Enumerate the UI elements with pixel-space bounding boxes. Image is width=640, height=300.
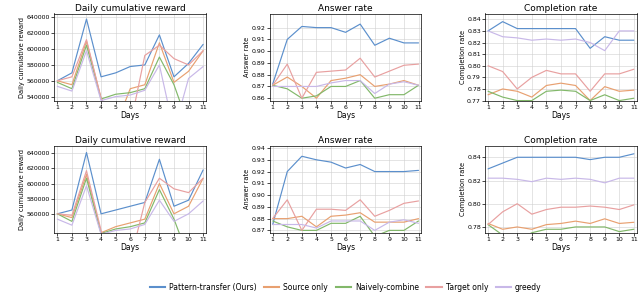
Y-axis label: Answer rate: Answer rate [244,37,250,77]
X-axis label: Days: Days [336,111,355,120]
Title: Completion rate: Completion rate [524,136,598,145]
Title: Answer rate: Answer rate [318,136,373,145]
Y-axis label: Completion rate: Completion rate [460,162,466,216]
X-axis label: Days: Days [121,243,140,252]
Title: Answer rate: Answer rate [318,4,373,13]
Y-axis label: Completion rate: Completion rate [460,30,466,84]
Title: Completion rate: Completion rate [524,4,598,13]
X-axis label: Days: Days [552,111,570,120]
X-axis label: Days: Days [121,111,140,120]
Legend: Pattern-transfer (Ours), Source only, Naively-combine, Target only, greedy: Pattern-transfer (Ours), Source only, Na… [150,283,541,292]
Title: Daily cumulative reward: Daily cumulative reward [75,4,186,13]
Title: Daily cumulative reward: Daily cumulative reward [75,136,186,145]
Y-axis label: Daily cumulative reward: Daily cumulative reward [19,16,26,98]
X-axis label: Days: Days [336,243,355,252]
Y-axis label: Daily cumulative reward: Daily cumulative reward [19,149,26,230]
X-axis label: Days: Days [552,243,570,252]
Y-axis label: Answer rate: Answer rate [244,169,250,209]
